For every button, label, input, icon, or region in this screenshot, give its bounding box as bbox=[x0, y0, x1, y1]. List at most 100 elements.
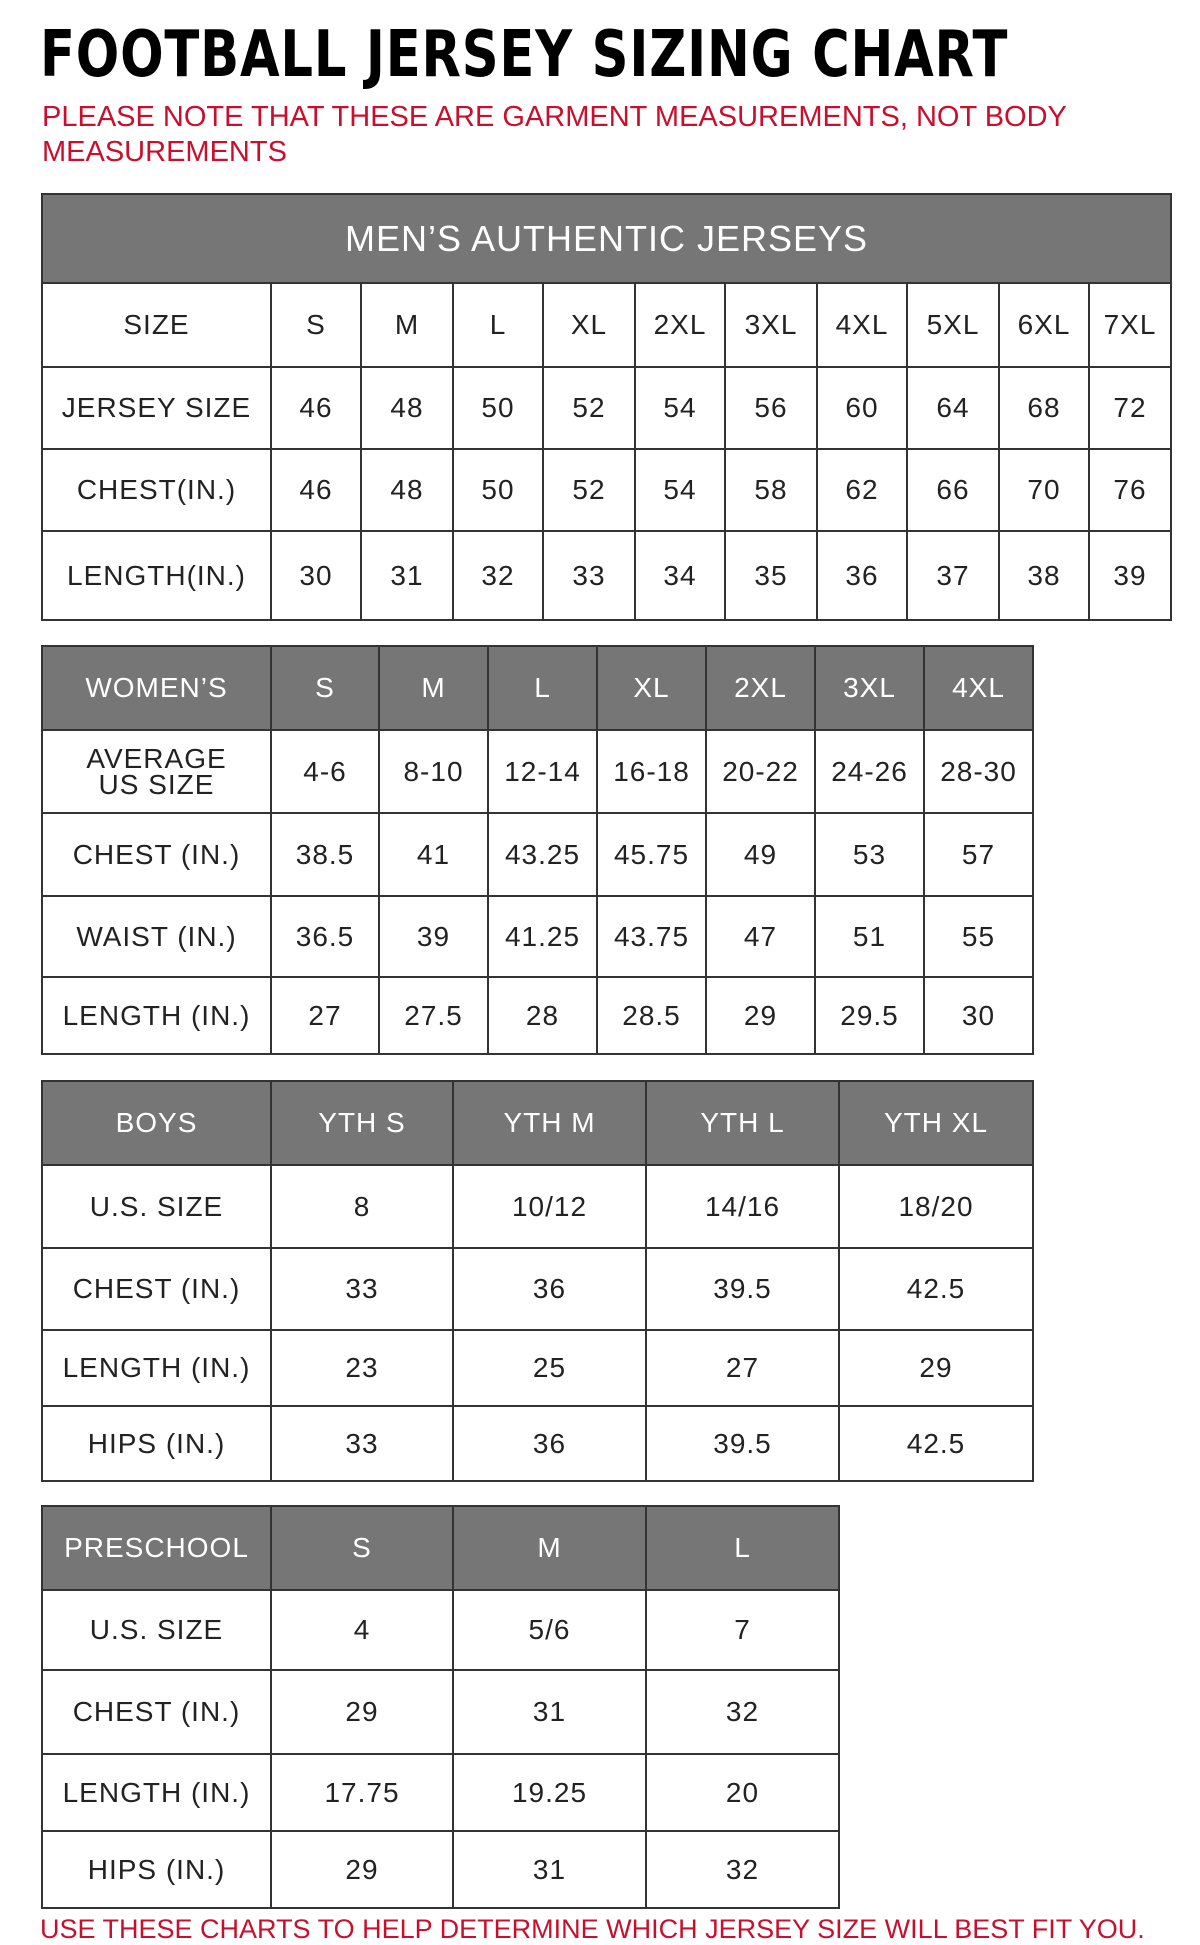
measurement-cell: 36 bbox=[452, 1405, 647, 1482]
measurement-cell: 32 bbox=[645, 1669, 840, 1755]
size-header-cell: 3XL bbox=[814, 645, 925, 731]
measurement-cell: 19.25 bbox=[452, 1753, 647, 1832]
measurement-cell: 39 bbox=[378, 895, 489, 978]
footer-note: USE THESE CHARTS TO HELP DETERMINE WHICH… bbox=[40, 1914, 1145, 1944]
row-label: CHEST (IN.) bbox=[41, 1247, 272, 1331]
measurement-cell: 36 bbox=[452, 1247, 647, 1331]
table-banner-row: MEN’S AUTHENTIC JERSEYS bbox=[40, 193, 1173, 284]
row-label-header: SIZE bbox=[41, 282, 272, 368]
measurement-cell: 37 bbox=[906, 530, 1000, 621]
row-label: LENGTH(IN.) bbox=[41, 530, 272, 621]
table-row: CHEST (IN.) 38.5 41 43.25 45.75 49 53 57 bbox=[41, 812, 1034, 897]
measurement-cell: 49 bbox=[705, 812, 816, 897]
measurement-cell: 33 bbox=[270, 1247, 454, 1331]
table-row: LENGTH (IN.) 23 25 27 29 bbox=[41, 1329, 1034, 1407]
measurement-cell: 27 bbox=[645, 1329, 840, 1407]
measurement-cell: 64 bbox=[906, 366, 1000, 450]
measurement-cell: 72 bbox=[1087, 366, 1173, 450]
table-header-row: BOYS YTH S YTH M YTH L YTH XL bbox=[41, 1080, 1034, 1166]
measurement-cell: 38.5 bbox=[270, 812, 380, 897]
row-label-header: BOYS bbox=[41, 1080, 272, 1166]
measurement-cell: 27.5 bbox=[378, 976, 489, 1055]
measurement-cell: 60 bbox=[816, 366, 908, 450]
measurement-cell: 27 bbox=[270, 976, 380, 1055]
mens-size-table: MEN’S AUTHENTIC JERSEYS SIZE S M L XL 2XL 3XL 4X… bbox=[40, 193, 1173, 621]
measurement-cell: 39.5 bbox=[645, 1405, 840, 1482]
measurement-cell: 28 bbox=[487, 976, 598, 1055]
measurement-cell: 46 bbox=[270, 448, 362, 532]
measurement-cell: 42.5 bbox=[838, 1405, 1034, 1482]
measurement-cell: 20 bbox=[645, 1753, 840, 1832]
measurement-cell: 39.5 bbox=[645, 1247, 840, 1331]
measurement-cell: 28-30 bbox=[923, 729, 1034, 814]
measurement-cell: 48 bbox=[360, 448, 454, 532]
row-label: CHEST(IN.) bbox=[41, 448, 272, 532]
measurement-cell: 8 bbox=[270, 1164, 454, 1249]
measurement-cell: 23 bbox=[270, 1329, 454, 1407]
table-banner: MEN’S AUTHENTIC JERSEYS bbox=[40, 193, 1173, 284]
measurement-cell: 29 bbox=[270, 1830, 454, 1909]
measurement-cell: 24-26 bbox=[814, 729, 925, 814]
row-label: AVERAGE US SIZE bbox=[41, 729, 272, 814]
size-header-cell: 3XL bbox=[724, 282, 818, 368]
size-header-cell: S bbox=[270, 1505, 454, 1591]
measurement-cell: 33 bbox=[542, 530, 636, 621]
row-label: JERSEY SIZE bbox=[41, 366, 272, 450]
row-label: LENGTH (IN.) bbox=[41, 1753, 272, 1832]
measurement-cell: 55 bbox=[923, 895, 1034, 978]
size-header-cell: 7XL bbox=[1087, 282, 1173, 368]
measurement-cell: 32 bbox=[645, 1830, 840, 1909]
measurement-cell: 36 bbox=[816, 530, 908, 621]
table-row: CHEST (IN.) 33 36 39.5 42.5 bbox=[41, 1247, 1034, 1331]
measurement-cell: 52 bbox=[542, 448, 636, 532]
table-header-row: WOMEN’S S M L XL 2XL 3XL 4XL bbox=[41, 645, 1034, 731]
size-header-cell: S bbox=[270, 282, 362, 368]
row-label: WAIST (IN.) bbox=[41, 895, 272, 978]
row-label-header: PRESCHOOL bbox=[41, 1505, 272, 1591]
measurement-cell: 31 bbox=[452, 1669, 647, 1755]
measurement-cell: 30 bbox=[923, 976, 1034, 1055]
table-row: CHEST(IN.) 46 48 50 52 54 58 62 66 70 76 bbox=[41, 448, 1173, 532]
size-header-cell: L bbox=[452, 282, 544, 368]
measurement-cell: 38 bbox=[998, 530, 1090, 621]
row-label-header: WOMEN’S bbox=[41, 645, 272, 731]
table-row: U.S. SIZE 8 10/12 14/16 18/20 bbox=[41, 1164, 1034, 1249]
measurement-cell: 33 bbox=[270, 1405, 454, 1482]
measurement-cell: 48 bbox=[360, 366, 454, 450]
measurement-cell: 4-6 bbox=[270, 729, 380, 814]
measurement-cell: 39 bbox=[1087, 530, 1173, 621]
table-row: AVERAGE US SIZE 4-6 8-10 12-14 16-18 20-22 24-… bbox=[41, 729, 1034, 814]
size-header-cell: L bbox=[487, 645, 598, 731]
measurement-cell: 25 bbox=[452, 1329, 647, 1407]
measurement-cell: 41.25 bbox=[487, 895, 598, 978]
measurement-cell: 29 bbox=[270, 1669, 454, 1755]
preschool-size-table: PRESCHOOL S M L U.S. SIZE 4 5/6 7 CHEST (IN.) 29 3… bbox=[41, 1505, 840, 1909]
measurement-cell: 76 bbox=[1087, 448, 1173, 532]
measurement-cell: 46 bbox=[270, 366, 362, 450]
table-row: LENGTH(IN.) 30 31 32 33 34 35 36 37 38 39 bbox=[41, 530, 1173, 621]
size-header-cell: S bbox=[270, 645, 380, 731]
measurement-cell: 29 bbox=[838, 1329, 1034, 1407]
measurement-cell: 28.5 bbox=[596, 976, 707, 1055]
size-header-cell: 5XL bbox=[906, 282, 1000, 368]
size-header-cell: 2XL bbox=[705, 645, 816, 731]
measurement-cell: 52 bbox=[542, 366, 636, 450]
measurement-cell: 30 bbox=[270, 530, 362, 621]
row-label: HIPS (IN.) bbox=[41, 1405, 272, 1482]
size-header-cell: 2XL bbox=[634, 282, 726, 368]
table-header-row: SIZE S M L XL 2XL 3XL 4XL 5XL 6XL 7XL bbox=[41, 282, 1173, 368]
measurement-cell: 41 bbox=[378, 812, 489, 897]
measurement-cell: 62 bbox=[816, 448, 908, 532]
measurement-cell: 50 bbox=[452, 366, 544, 450]
measurement-cell: 68 bbox=[998, 366, 1090, 450]
measurement-cell: 32 bbox=[452, 530, 544, 621]
measurement-cell: 34 bbox=[634, 530, 726, 621]
measurement-cell: 10/12 bbox=[452, 1164, 647, 1249]
size-header-cell: XL bbox=[596, 645, 707, 731]
measurement-cell: 57 bbox=[923, 812, 1034, 897]
row-label: LENGTH (IN.) bbox=[41, 976, 272, 1055]
measurement-cell: 54 bbox=[634, 366, 726, 450]
table-header-row: PRESCHOOL S M L bbox=[41, 1505, 840, 1591]
row-label: U.S. SIZE bbox=[41, 1164, 272, 1249]
measurement-cell: 58 bbox=[724, 448, 818, 532]
